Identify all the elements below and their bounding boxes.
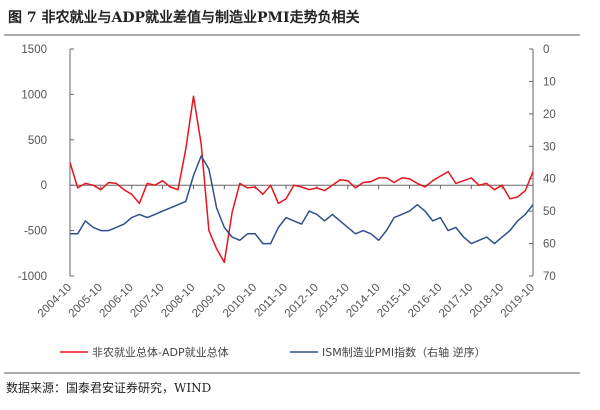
right-axis-tick-label: 50 — [543, 206, 556, 218]
left-axis-tick-label: 1000 — [21, 89, 47, 101]
left-axis-tick-label: 500 — [28, 135, 47, 147]
right-axis-tick-label: 0 — [543, 44, 549, 56]
series-line-ism-pmi — [70, 155, 534, 245]
right-axis-tick-label: 20 — [543, 109, 556, 121]
left-axis-tick-label: -500 — [24, 226, 47, 238]
legend-label-red: 非农就业总体-ADP就业总体 — [92, 345, 229, 359]
left-axis-tick-label: 1500 — [21, 44, 47, 56]
legend-label-blue: ISM制造业PMI指数（右轴 逆序） — [322, 345, 486, 359]
left-axis-tick-label: -1000 — [18, 271, 47, 283]
right-axis-tick-label: 10 — [543, 76, 556, 88]
right-axis-tick-label: 30 — [543, 141, 556, 153]
chart-title: 图 7 非农就业与ADP就业差值与制造业PMI走势负相关 — [8, 9, 360, 26]
right-axis-tick-label: 70 — [543, 271, 556, 283]
right-axis-tick-label: 40 — [543, 174, 556, 186]
source-note: 数据来源：国泰君安证券研究，WIND — [6, 380, 211, 395]
right-axis-tick-label: 60 — [543, 239, 556, 251]
series-line-nfp-adp-diff — [69, 95, 534, 264]
x-axis-tick-label: 2010-10 — [221, 282, 259, 320]
legend: 非农就业总体-ADP就业总体 ISM制造业PMI指数（右轴 逆序） — [60, 345, 486, 359]
x-axis-tick-label: 2019-10 — [499, 282, 537, 320]
left-axis-tick-label: 0 — [41, 180, 47, 192]
